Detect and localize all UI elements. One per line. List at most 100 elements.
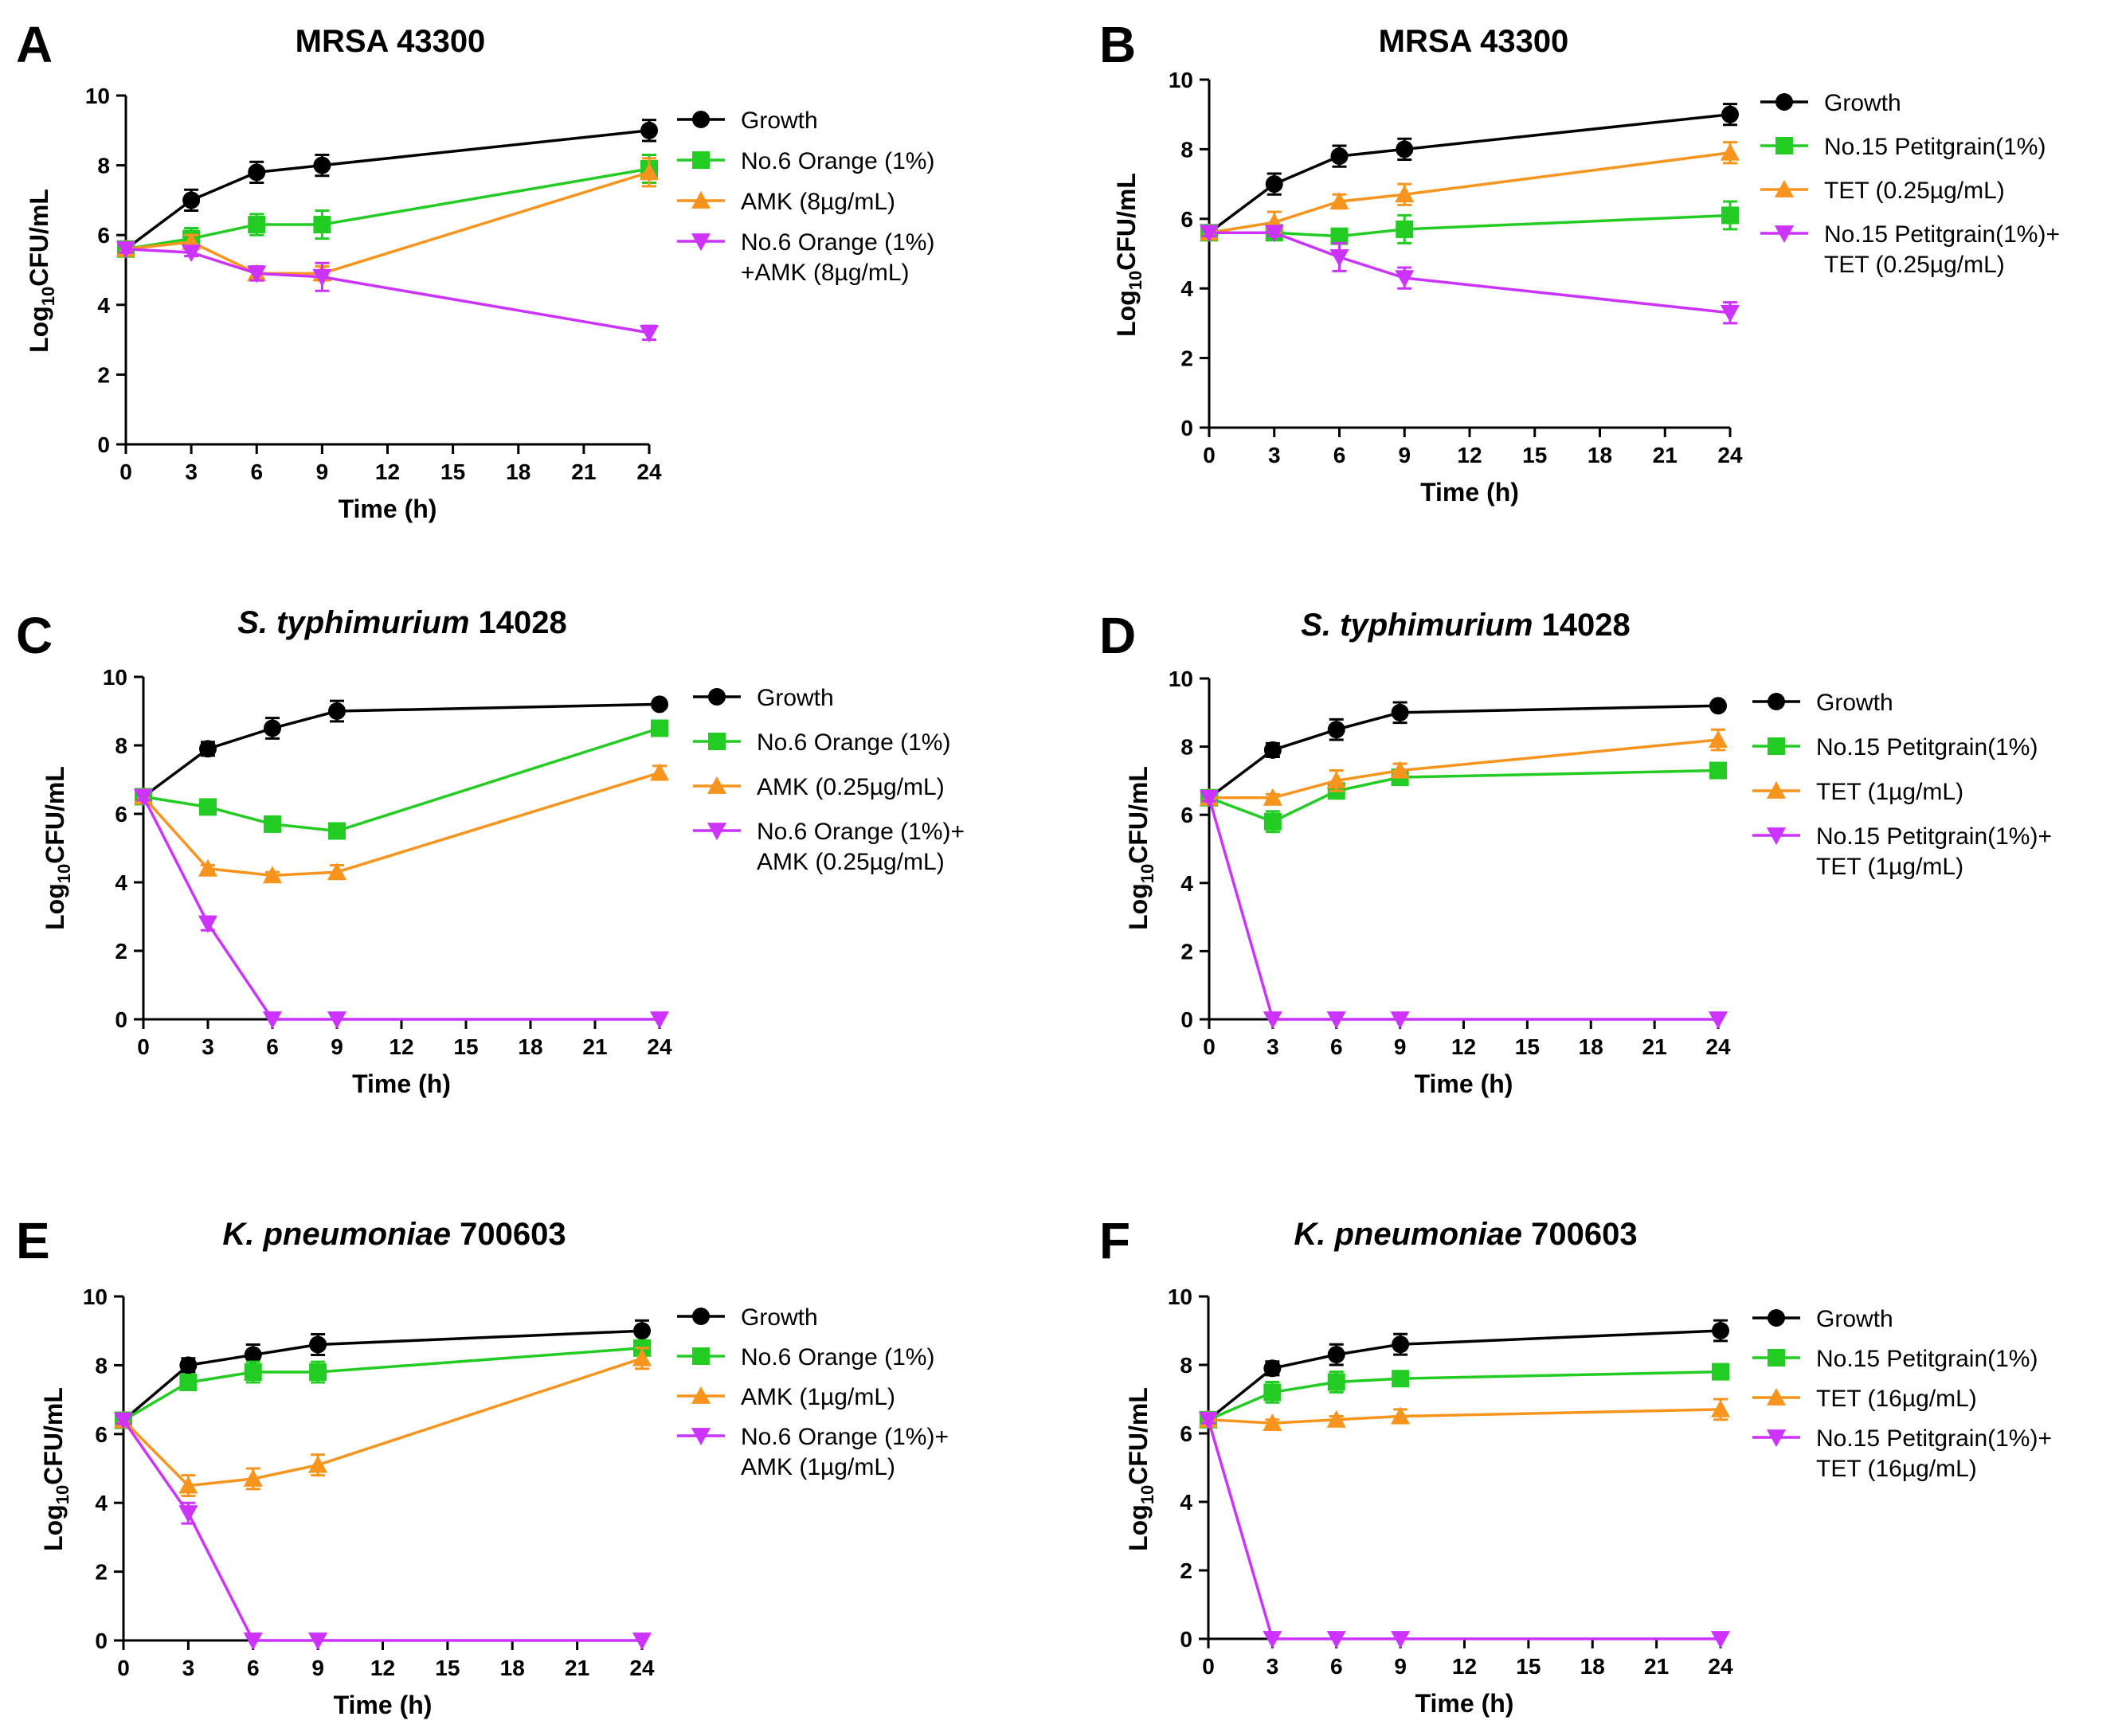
x-tick-label-a: 12 (375, 459, 400, 484)
legend-label-a-3: No.6 Orange (1%) (741, 229, 934, 256)
x-tick-label-b: 18 (1588, 443, 1612, 467)
data-point-d-2 (1326, 771, 1346, 789)
series-line-d-3 (1208, 797, 1718, 1021)
legend-label-f-0: Growth (1816, 1306, 1893, 1332)
legend-label-b-1: No.15 Petitgrain(1%) (1824, 134, 2046, 160)
y-label-main-b: Log (1112, 290, 1141, 337)
series-c-0 (135, 695, 668, 806)
y-axis-label-a: Log10CFU/mL (25, 189, 58, 353)
data-point-d-3 (1390, 1011, 1410, 1030)
panel-letter-e: E (16, 1212, 50, 1269)
y-tick-label-e: 8 (95, 1353, 108, 1378)
legend-label-d-3: No.15 Petitgrain(1%)+ (1816, 823, 2052, 850)
series-line-c-0 (142, 702, 660, 798)
legend-marker-a-2 (691, 190, 711, 209)
y-tick-label-b: 8 (1180, 137, 1193, 162)
x-tick-label-b: 15 (1522, 443, 1547, 467)
data-point-c-3 (198, 915, 218, 933)
data-point-f-3 (1326, 1631, 1346, 1649)
x-tick-label-d: 12 (1451, 1034, 1476, 1059)
data-point-e-3 (308, 1632, 328, 1651)
x-tick-label-e: 24 (629, 1656, 655, 1680)
y-tick-label-d: 2 (1180, 939, 1193, 964)
y-tick-label-a: 6 (97, 223, 110, 248)
data-point-b-3 (1395, 270, 1415, 288)
y-label-main-c: Log (41, 883, 69, 930)
legend-marker-f-2 (1766, 1387, 1787, 1406)
legend-marker-c-3 (707, 823, 727, 841)
x-tick-label-e: 0 (117, 1656, 130, 1680)
legend-label-b-3: No.15 Petitgrain(1%)+ (1824, 221, 2060, 248)
data-point-f-2 (1710, 1399, 1731, 1417)
x-tick-label-b: 0 (1203, 443, 1216, 467)
y-label-sub-a: 10 (38, 287, 58, 306)
series-a-3 (115, 240, 660, 342)
data-point-d-0 (1263, 741, 1282, 759)
data-point-c-3 (133, 788, 154, 807)
x-tick-label-e: 21 (565, 1656, 589, 1680)
chart-title-a: MRSA 43300 (296, 24, 486, 59)
y-tick-label-e: 2 (95, 1560, 108, 1585)
data-point-e-3 (632, 1632, 652, 1651)
series-d-3 (1199, 789, 1728, 1030)
legend-marker-f-0 (1768, 1309, 1785, 1327)
legend-label-b-0: Growth (1824, 90, 1901, 116)
data-point-b-3 (1264, 225, 1284, 243)
data-point-f-3 (1263, 1631, 1282, 1649)
x-tick-label-c: 21 (582, 1034, 607, 1059)
x-tick-label-e: 6 (247, 1656, 260, 1680)
y-tick-label-f: 0 (1180, 1627, 1192, 1652)
data-point-f-0 (1712, 1322, 1729, 1339)
x-tick-label-d: 9 (1394, 1034, 1407, 1059)
title-italic-c: S. typhimurium (237, 605, 478, 640)
y-label-sub-d: 10 (1137, 864, 1157, 883)
legend-label-e-1: No.6 Orange (1%) (741, 1344, 934, 1370)
series-line-d-0 (1208, 704, 1719, 800)
y-tick-label-b: 4 (1180, 276, 1193, 301)
x-tick-label-d: 21 (1642, 1034, 1667, 1059)
x-axis-label-e: Time (h) (334, 1691, 433, 1719)
legend-marker-e-2 (691, 1386, 711, 1404)
x-tick-label-a: 21 (571, 459, 596, 484)
series-d-0 (1200, 697, 1727, 807)
data-point-b-0 (1265, 175, 1283, 194)
legend-label-c-0: Growth (757, 685, 834, 711)
x-tick-label-b: 21 (1653, 443, 1678, 467)
data-point-a-3 (182, 244, 202, 263)
title-plain-f: 700603 (1531, 1217, 1637, 1252)
data-point-e-1 (179, 1374, 198, 1391)
data-point-a-2 (639, 162, 660, 181)
x-tick-label-d: 18 (1579, 1034, 1603, 1059)
x-axis-label-d: Time (h) (1415, 1069, 1513, 1098)
x-tick-label-c: 3 (202, 1034, 214, 1059)
x-axis-label-a: Time (h) (339, 495, 437, 523)
data-point-f-0 (1392, 1335, 1410, 1354)
legend-c: Growth No.6 Orange (1%) AMK (0.25µg/mL) No.… (693, 685, 965, 875)
data-point-d-0 (1327, 721, 1345, 739)
data-point-f-0 (1263, 1359, 1282, 1378)
series-f-3 (1198, 1411, 1731, 1649)
series-line-b-0 (1208, 112, 1731, 234)
x-tick-label-a: 9 (316, 459, 329, 484)
panel-letter-b: B (1099, 16, 1136, 73)
series-line-a-1 (125, 167, 650, 251)
legend-marker-d-0 (1768, 693, 1785, 710)
data-point-d-3 (1199, 789, 1220, 807)
data-point-a-3 (247, 265, 267, 283)
series-line-e-0 (122, 1329, 643, 1421)
x-tick-label-c: 0 (137, 1034, 150, 1059)
data-point-e-2 (243, 1468, 263, 1487)
legend-d: Growth No.15 Petitgrain(1%) TET (1µg/mL) No… (1752, 690, 2052, 880)
data-point-c-2 (649, 763, 670, 781)
series-line-d-2 (1209, 738, 1719, 800)
y-tick-label-f: 4 (1180, 1490, 1192, 1515)
legend-e: Growth No.6 Orange (1%) AMK (1µg/mL) No.6 O… (677, 1304, 949, 1480)
y-axis-label-c: Log10CFU/mL (41, 766, 74, 930)
x-tick-label-a: 18 (506, 459, 530, 484)
y-tick-label-f: 6 (1180, 1421, 1192, 1446)
legend-label-a-2: AMK (8µg/mL) (741, 189, 895, 215)
series-d-2 (1199, 728, 1728, 806)
data-point-d-0 (1391, 703, 1409, 721)
y-axis-label-f: Log10CFU/mL (1124, 1387, 1157, 1551)
